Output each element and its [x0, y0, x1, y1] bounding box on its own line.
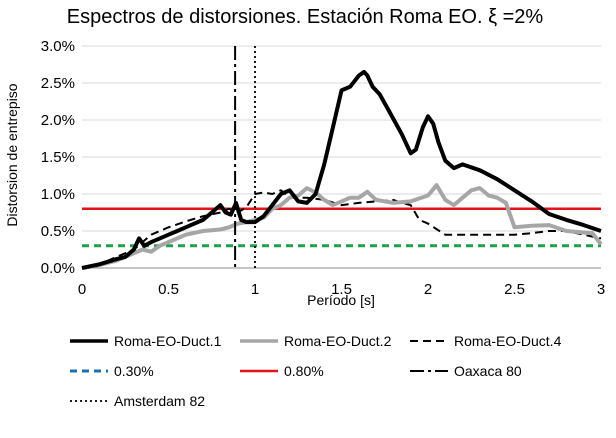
y-tick-label: 1.5% — [41, 149, 75, 166]
x-tick-label: 2 — [424, 281, 432, 298]
series-line-roma-eo-duct-4 — [81, 189, 602, 269]
tick-labels: 0.0% 0.5% 1.0% 1.5% 2.0% 2.5% 3.0% 0 0.5 1 1.5 2 2.5… — [41, 38, 605, 298]
x-tick-label: 3 — [597, 281, 605, 298]
y-tick-label: 3.0% — [41, 38, 75, 55]
series-line-roma-eo-duct-1 — [81, 69, 602, 270]
y-tick-label: 2.5% — [41, 75, 75, 92]
chart-title: Espectros de distorsiones. Estación Roma… — [67, 6, 544, 28]
y-tick-label: 1.0% — [41, 186, 75, 203]
x-tick-label: 1 — [251, 281, 259, 298]
legend-label-oaxaca-80: Oaxaca 80 — [454, 363, 522, 379]
x-tick-label: 1.5 — [331, 281, 352, 298]
y-tick-label: 0.5% — [41, 223, 75, 240]
legend-label-roma-eo-duct-2: Roma-EO-Duct.2 — [284, 333, 392, 349]
legend-label-roma-eo-duct-4: Roma-EO-Duct.4 — [454, 333, 562, 349]
x-tick-label: 0.5 — [158, 281, 179, 298]
x-tick-label: 2.5 — [504, 281, 525, 298]
series-lines — [81, 46, 603, 270]
legend: Roma-EO-Duct.1 Roma-EO-Duct.2 Roma-EO-Duct… — [70, 333, 562, 409]
x-axis-label: Período [s] — [307, 292, 375, 308]
x-tick-label: 0 — [78, 281, 86, 298]
gridlines — [82, 45, 601, 269]
legend-label-0-30: 0.30% — [114, 363, 154, 379]
legend-label-roma-eo-duct-1: Roma-EO-Duct.1 — [114, 333, 222, 349]
y-tick-label: 0.0% — [41, 260, 75, 277]
y-tick-label: 2.0% — [41, 112, 75, 129]
y-axis-label: Distorsion de entrepiso — [4, 83, 20, 226]
series-line-roma-eo-duct-2 — [81, 183, 603, 270]
legend-label-amsterdam-82: Amsterdam 82 — [114, 393, 205, 409]
legend-label-0-80: 0.80% — [284, 363, 324, 379]
